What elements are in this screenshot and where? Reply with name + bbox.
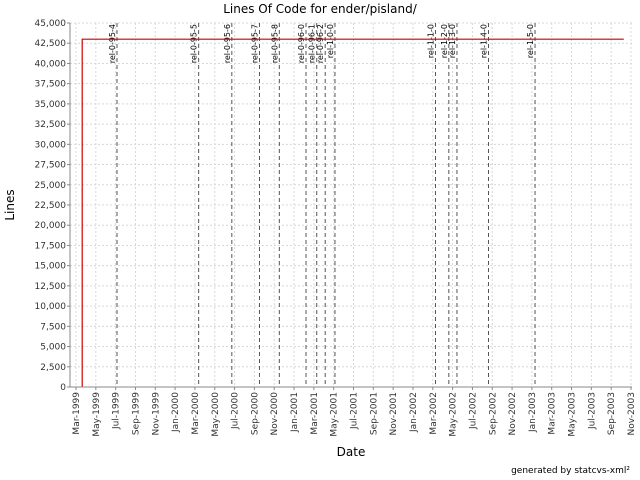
y-tick-label: 22,500 — [35, 201, 67, 211]
x-tick-label: Mar-1999 — [72, 392, 82, 435]
x-tick-label: May-2000 — [211, 392, 221, 437]
y-tick-label: 7,500 — [40, 322, 66, 332]
footer-credit: generated by statcvs-xml² — [511, 466, 630, 476]
x-tick-label: May-2001 — [330, 392, 340, 437]
release-marker-label: rel-1-0-0 — [326, 24, 335, 58]
x-tick-label: Sep-2000 — [250, 392, 260, 435]
y-tick-label: 10,000 — [35, 302, 67, 312]
x-axis-label: Date — [337, 445, 366, 459]
y-tick-label: 45,000 — [35, 19, 67, 29]
release-marker-label: rel-1-5-0 — [526, 24, 535, 58]
chart-title: Lines Of Code for ender/pisland/ — [223, 2, 417, 16]
y-tick-label: 0 — [60, 383, 66, 393]
release-marker-label: rel-0-96-2 — [316, 24, 325, 63]
release-marker-label: rel-0-95-4 — [108, 24, 117, 63]
x-tick-label: Sep-1999 — [131, 392, 141, 435]
y-tick-label: 17,500 — [35, 241, 67, 251]
y-tick-label: 27,500 — [35, 161, 67, 171]
x-tick-label: May-1999 — [92, 392, 102, 437]
y-tick-label: 25,000 — [35, 181, 67, 191]
release-marker-label: rel-1-4-0 — [480, 24, 489, 58]
x-tick-label: Mar-2001 — [310, 392, 320, 435]
release-marker-label: rel-0-95-6 — [223, 24, 232, 63]
release-marker-label: rel-0-96-0 — [297, 24, 306, 63]
x-tick-label: Jul-2000 — [231, 392, 241, 430]
x-tick-label: Jan-2002 — [409, 392, 419, 433]
x-axis-ticks: Mar-1999 May-1999 Jul-1999 Sep-1999 Nov-1999… — [72, 387, 637, 437]
x-tick-label: Sep-2001 — [369, 392, 379, 435]
y-tick-label: 37,500 — [35, 80, 67, 90]
series-group — [81, 38, 624, 387]
y-axis-label: Lines — [3, 189, 17, 220]
release-markers: rel-0-95-4 rel-0-95-5 rel-0-95-6 rel-0-95-7… — [108, 23, 536, 387]
y-tick-label: 32,500 — [35, 120, 67, 130]
y-tick-label: 40,000 — [35, 59, 67, 69]
x-tick-label: Nov-2002 — [508, 392, 518, 435]
y-tick-label: 15,000 — [35, 262, 67, 272]
x-tick-label: Nov-2001 — [389, 392, 399, 435]
x-tick-label: Jul-2002 — [468, 392, 478, 430]
y-tick-label: 5,000 — [40, 343, 66, 353]
x-tick-label: Jul-2001 — [350, 392, 360, 430]
x-tick-label: Sep-2003 — [607, 392, 617, 435]
y-tick-label: 20,000 — [35, 221, 67, 231]
release-marker-label: rel-0-95-8 — [270, 24, 279, 63]
grid — [70, 22, 632, 388]
x-tick-label: Jan-2000 — [171, 392, 181, 433]
x-tick-label: Nov-2000 — [270, 392, 280, 436]
x-tick-label: Jul-1999 — [112, 392, 122, 430]
y-tick-label: 35,000 — [35, 100, 67, 110]
release-marker-label: rel-0-95-7 — [250, 24, 259, 63]
x-tick-label: Nov-2003 — [627, 392, 637, 435]
x-tick-label: Mar-2000 — [191, 392, 201, 435]
release-marker-label: rel-0-96-1 — [308, 24, 317, 63]
release-marker-label: rel-0-95-5 — [190, 24, 199, 63]
x-tick-label: Jan-2003 — [528, 392, 538, 433]
release-marker-label: rel-1-3-0 — [448, 24, 457, 58]
x-tick-label: May-2003 — [568, 392, 578, 437]
x-tick-label: Mar-2003 — [548, 392, 558, 435]
x-tick-label: Jan-2001 — [290, 392, 300, 433]
x-tick-label: Mar-2002 — [429, 392, 439, 435]
y-tick-label: 30,000 — [35, 140, 67, 150]
x-tick-label: Nov-1999 — [151, 392, 161, 436]
y-tick-label: 2,500 — [40, 363, 66, 373]
release-marker-label: rel-1-2-0 — [440, 24, 449, 58]
release-marker-label: rel-1-1-0 — [426, 24, 435, 58]
y-axis-ticks: 0 2,500 5,000 7,500 10,000 12,500 15,000 17,500… — [35, 19, 70, 393]
y-tick-label: 12,500 — [35, 282, 67, 292]
x-tick-label: May-2002 — [449, 392, 459, 437]
loc-series-line — [81, 38, 624, 387]
x-tick-label: Sep-2002 — [488, 392, 498, 435]
x-tick-label: Jul-2003 — [587, 392, 597, 430]
y-tick-label: 42,500 — [35, 39, 67, 49]
